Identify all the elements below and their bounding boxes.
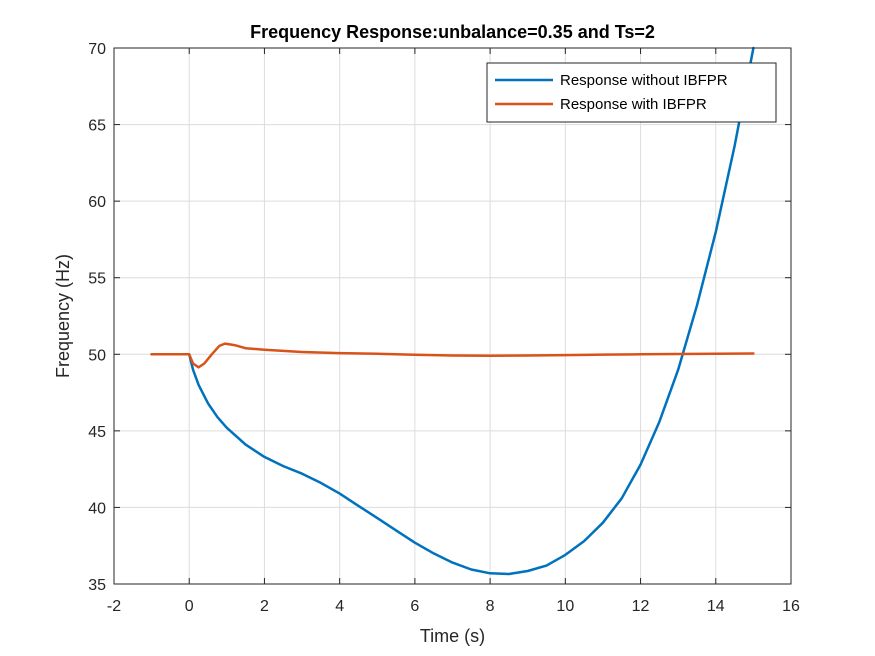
legend-box [486,62,777,123]
x-tick-label: 14 [707,598,725,615]
x-tick-label: 10 [556,598,574,615]
y-tick-label: 60 [88,194,106,211]
series-layer [150,46,755,576]
x-tick-label: 12 [632,598,650,615]
x-axis-title: Time (s) [420,626,485,646]
legend-entry-with-ibfpr: Response with IBFPR [560,96,707,113]
y-tick-label: 45 [88,424,106,441]
x-tick-label: 8 [486,598,495,615]
y-tick-label: 70 [88,41,106,58]
y-tick-label: 65 [88,118,106,135]
legend: Response without IBFPR Response with IBF… [486,62,777,123]
y-tick-label: 55 [88,271,106,288]
series-line-1 [150,342,755,369]
x-tick-label: 4 [335,598,344,615]
y-tick-label: 50 [88,347,106,364]
x-tick-label: 6 [410,598,419,615]
x-tick-label: 0 [185,598,194,615]
x-tick-label: 2 [260,598,269,615]
legend-entry-without-ibfpr: Response without IBFPR [560,72,728,89]
y-axis-title: Frequency (Hz) [53,254,73,378]
chart-title: Frequency Response:unbalance=0.35 and Ts… [250,22,655,42]
x-tick-label: -2 [107,598,121,615]
plot-area [114,48,791,584]
series-line-0 [150,46,755,576]
y-tick-label: 40 [88,500,106,517]
x-tick-label: 16 [782,598,800,615]
plot-frame [113,47,792,585]
y-tick-label: 35 [88,577,106,594]
axis-ticks: -2 0 2 4 6 8 10 12 14 16 35 40 45 50 55 60 65 70 [88,41,800,615]
